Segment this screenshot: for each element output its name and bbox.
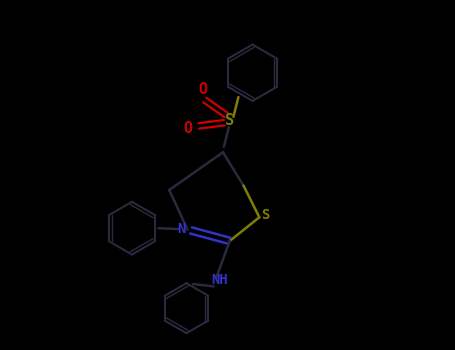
Text: S: S [261, 208, 269, 222]
Text: O: O [198, 82, 207, 97]
Text: S: S [225, 113, 234, 128]
Text: N: N [177, 222, 185, 236]
Text: NH: NH [212, 273, 228, 287]
Text: O: O [183, 121, 192, 136]
